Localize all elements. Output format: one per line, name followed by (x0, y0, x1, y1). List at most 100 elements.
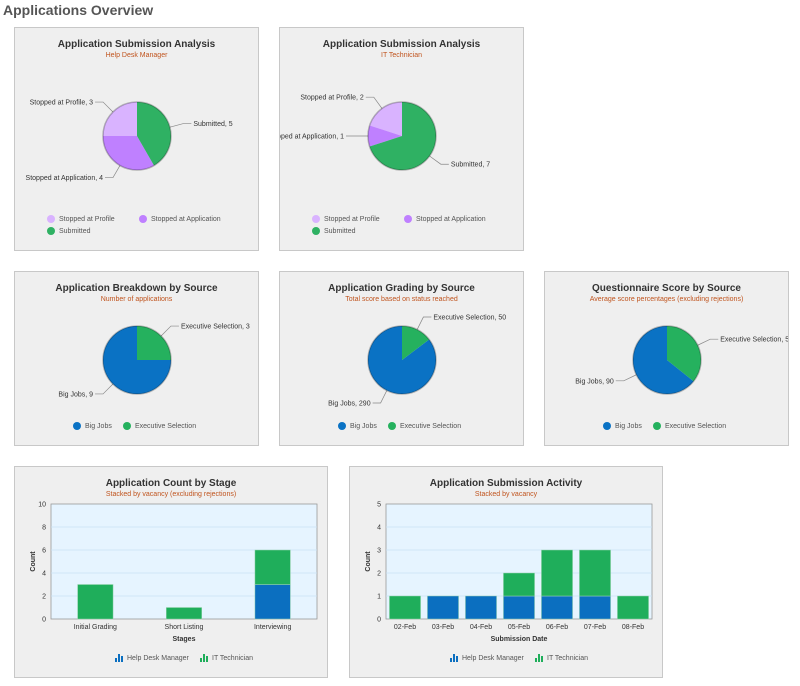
legend-label: IT Technician (547, 654, 588, 662)
pie-slice[interactable] (633, 326, 694, 394)
pie-outline (102, 325, 172, 395)
chart-title: Application Submission Activity (429, 478, 583, 489)
x-tick-label: 06-Feb (546, 624, 568, 631)
legend-item[interactable]: Big Jobs (603, 422, 642, 430)
pie-leader-line (365, 96, 383, 109)
pie-legend-icon (123, 422, 131, 430)
y-tick-label: 10 (38, 502, 46, 509)
pie-legend-icon (312, 227, 320, 235)
bar-segment[interactable] (579, 549, 611, 597)
y-axis-title: Count (30, 551, 37, 572)
chart-legend: Stopped at Profile Stopped at Application… (15, 28, 258, 250)
pie-outline (367, 101, 437, 171)
pie-legend-icon (653, 422, 661, 430)
legend-item[interactable]: Help Desk Manager (450, 654, 524, 662)
chart-svg: 0 2 4 6 8 10 Initial Grading Short Listing Inter… (30, 502, 318, 643)
chart-title: Application Count by Stage (105, 478, 237, 489)
chart-svg: Big Jobs, 90 Executive Selection, 50 (575, 325, 789, 395)
y-tick-label: 8 (42, 525, 46, 532)
legend-item[interactable]: Big Jobs (338, 422, 377, 430)
legend-label: Stopped at Profile (324, 215, 380, 223)
bar-segment[interactable] (166, 607, 202, 620)
legend-label: Stopped at Application (151, 215, 221, 223)
pie-legend-icon (388, 422, 396, 430)
pie-outline (102, 101, 172, 171)
bar-segment[interactable] (389, 595, 421, 620)
pie-slice[interactable] (368, 125, 402, 147)
bar-segment[interactable] (503, 572, 535, 597)
pie-legend-icon (73, 422, 81, 430)
pie-data-label: Submitted, 7 (451, 162, 490, 169)
pie-slice[interactable] (369, 102, 436, 170)
legend-label: Executive Selection (135, 422, 197, 430)
pie-legend-icon (312, 215, 320, 223)
pie-slice[interactable] (369, 102, 402, 136)
legend-item[interactable]: Stopped at Application (404, 215, 486, 223)
pie-legend-icon (139, 215, 147, 223)
x-tick-label: 04-Feb (470, 624, 492, 631)
y-tick-label: 0 (42, 617, 46, 624)
legend-label: Help Desk Manager (462, 654, 524, 662)
legend-item[interactable]: Executive Selection (388, 422, 461, 430)
y-axis-title: Count (365, 551, 372, 572)
legend-item[interactable]: Big Jobs (73, 422, 112, 430)
legend-item[interactable]: Help Desk Manager (115, 654, 189, 662)
legend-label: IT Technician (212, 654, 253, 662)
chart-svg: Big Jobs, 290 Executive Selection, 50 (328, 315, 506, 408)
chart-svg: 0 1 2 3 4 5 02-Feb 03-Feb 04-Feb 05-Feb 06-Feb 07-F… (365, 502, 653, 643)
bar-segment[interactable] (465, 595, 497, 620)
bar-chart-icon (200, 654, 208, 662)
legend-item[interactable]: Stopped at Application (139, 215, 221, 223)
pie-outline (632, 325, 702, 395)
x-tick-label: 08-Feb (622, 624, 644, 631)
pie-data-label: Submitted, 5 (193, 121, 232, 128)
pie-leader-line (416, 316, 432, 330)
chart-subtitle: Stacked by vacancy (excluding rejections… (105, 491, 237, 498)
x-axis-title: Stages (173, 636, 196, 643)
pie-data-label: Executive Selection, 3 (181, 324, 250, 331)
chart-panel-submission-hdm: Application Submission Analysis Help Desk… (14, 27, 259, 251)
legend-item[interactable]: Executive Selection (123, 422, 196, 430)
chart-legend: Big Jobs Executive Selection (15, 272, 258, 445)
pie-data-label: Big Jobs, 290 (328, 400, 371, 407)
x-tick-label: Interviewing (254, 624, 291, 631)
y-tick-label: 1 (377, 594, 381, 601)
pie-leader-line (429, 155, 449, 165)
legend-item[interactable]: IT Technician (200, 654, 253, 662)
bar-segment[interactable] (254, 584, 291, 620)
pie-slice[interactable] (137, 326, 171, 360)
chart-panel-submission-activity: Application Submission Activity Stacked b… (349, 466, 663, 678)
legend-item[interactable]: IT Technician (535, 654, 588, 662)
pie-slice[interactable] (103, 136, 154, 170)
bar-segment[interactable] (617, 595, 649, 620)
chart-subtitle: Average score percentages (excluding rej… (589, 296, 744, 303)
legend-item[interactable]: Submitted (47, 227, 91, 235)
y-tick-label: 4 (377, 525, 381, 532)
bar-segment[interactable] (254, 549, 291, 585)
chart-subtitle: Total score based on status reached (345, 296, 458, 303)
legend-label: Executive Selection (400, 422, 462, 430)
y-tick-label: 2 (42, 594, 46, 601)
legend-item[interactable]: Stopped at Profile (312, 215, 380, 223)
legend-label: Stopped at Profile (59, 215, 115, 223)
bar-segment[interactable] (427, 595, 459, 620)
legend-label: Big Jobs (350, 422, 377, 430)
y-tick-label: 5 (377, 502, 381, 509)
x-tick-label: 02-Feb (394, 624, 416, 631)
pie-leader-line (95, 101, 114, 113)
legend-label: Big Jobs (85, 422, 112, 430)
pie-slice[interactable] (402, 326, 430, 360)
pie-data-label: Stopped at Profile, 3 (30, 100, 94, 107)
bar-segment[interactable] (541, 549, 573, 597)
pie-slice[interactable] (103, 102, 137, 136)
legend-item[interactable]: Submitted (312, 227, 356, 235)
pie-slice[interactable] (137, 102, 172, 166)
legend-item[interactable]: Stopped at Profile (47, 215, 115, 223)
chart-title: Application Submission Analysis (322, 39, 481, 50)
x-tick-label: Initial Grading (74, 624, 117, 631)
legend-item[interactable]: Executive Selection (653, 422, 726, 430)
pie-slice[interactable] (667, 326, 701, 382)
pie-legend-icon (47, 227, 55, 235)
pie-data-label: Executive Selection, 50 (720, 337, 789, 344)
bar-segment[interactable] (77, 584, 114, 620)
